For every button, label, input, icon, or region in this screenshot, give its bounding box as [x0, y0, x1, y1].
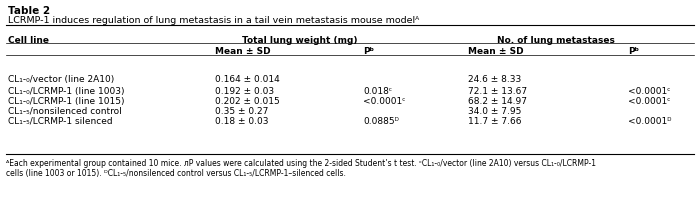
- Text: Mean ± SD: Mean ± SD: [468, 47, 524, 56]
- Text: 34.0 ± 7.95: 34.0 ± 7.95: [468, 107, 522, 115]
- Text: 72.1 ± 13.67: 72.1 ± 13.67: [468, 87, 527, 96]
- Text: CL₁-₀/vector (line 2A10): CL₁-₀/vector (line 2A10): [8, 75, 114, 84]
- Text: LCRMP-1 induces regulation of lung metastasis in a tail vein metastasis mouse mo: LCRMP-1 induces regulation of lung metas…: [8, 16, 419, 25]
- Text: ᴬEach experimental group contained 10 mice. ᴫP values were calculated using the : ᴬEach experimental group contained 10 mi…: [6, 158, 596, 167]
- Text: 0.018ᶜ: 0.018ᶜ: [363, 87, 392, 96]
- Text: <0.0001ᶜ: <0.0001ᶜ: [363, 97, 405, 105]
- Text: 0.202 ± 0.015: 0.202 ± 0.015: [215, 97, 280, 105]
- Text: 24.6 ± 8.33: 24.6 ± 8.33: [468, 75, 522, 84]
- Text: 0.192 ± 0.03: 0.192 ± 0.03: [215, 87, 274, 96]
- Text: 0.35 ± 0.27: 0.35 ± 0.27: [215, 107, 268, 115]
- Text: Pᵇ: Pᵇ: [363, 47, 374, 56]
- Text: Mean ± SD: Mean ± SD: [215, 47, 271, 56]
- Text: CL₁-₀/LCRMP-1 (line 1003): CL₁-₀/LCRMP-1 (line 1003): [8, 87, 125, 96]
- Text: <0.0001ᶜ: <0.0001ᶜ: [628, 97, 671, 105]
- Text: CL₁-₀/LCRMP-1 (line 1015): CL₁-₀/LCRMP-1 (line 1015): [8, 97, 125, 105]
- Text: Pᵇ: Pᵇ: [628, 47, 639, 56]
- Text: cells (line 1003 or 1015). ᴰCL₁-₅/nonsilenced control versus CL₁-₅/LCRMP-1–silen: cells (line 1003 or 1015). ᴰCL₁-₅/nonsil…: [6, 168, 346, 177]
- Text: Total lung weight (mg): Total lung weight (mg): [242, 36, 358, 45]
- Text: CL₁-₅/nonsilenced control: CL₁-₅/nonsilenced control: [8, 107, 122, 115]
- Text: <0.0001ᶜ: <0.0001ᶜ: [628, 87, 671, 96]
- Text: No. of lung metastases: No. of lung metastases: [497, 36, 615, 45]
- Text: Cell line: Cell line: [8, 36, 49, 45]
- Text: 0.164 ± 0.014: 0.164 ± 0.014: [215, 75, 280, 84]
- Text: 11.7 ± 7.66: 11.7 ± 7.66: [468, 116, 522, 125]
- Text: 68.2 ± 14.97: 68.2 ± 14.97: [468, 97, 527, 105]
- Text: <0.0001ᴰ: <0.0001ᴰ: [628, 116, 671, 125]
- Text: 0.0885ᴰ: 0.0885ᴰ: [363, 116, 399, 125]
- Text: 0.18 ± 0.03: 0.18 ± 0.03: [215, 116, 269, 125]
- Text: CL₁-₅/LCRMP-1 silenced: CL₁-₅/LCRMP-1 silenced: [8, 116, 113, 125]
- Text: Table 2: Table 2: [8, 6, 50, 16]
